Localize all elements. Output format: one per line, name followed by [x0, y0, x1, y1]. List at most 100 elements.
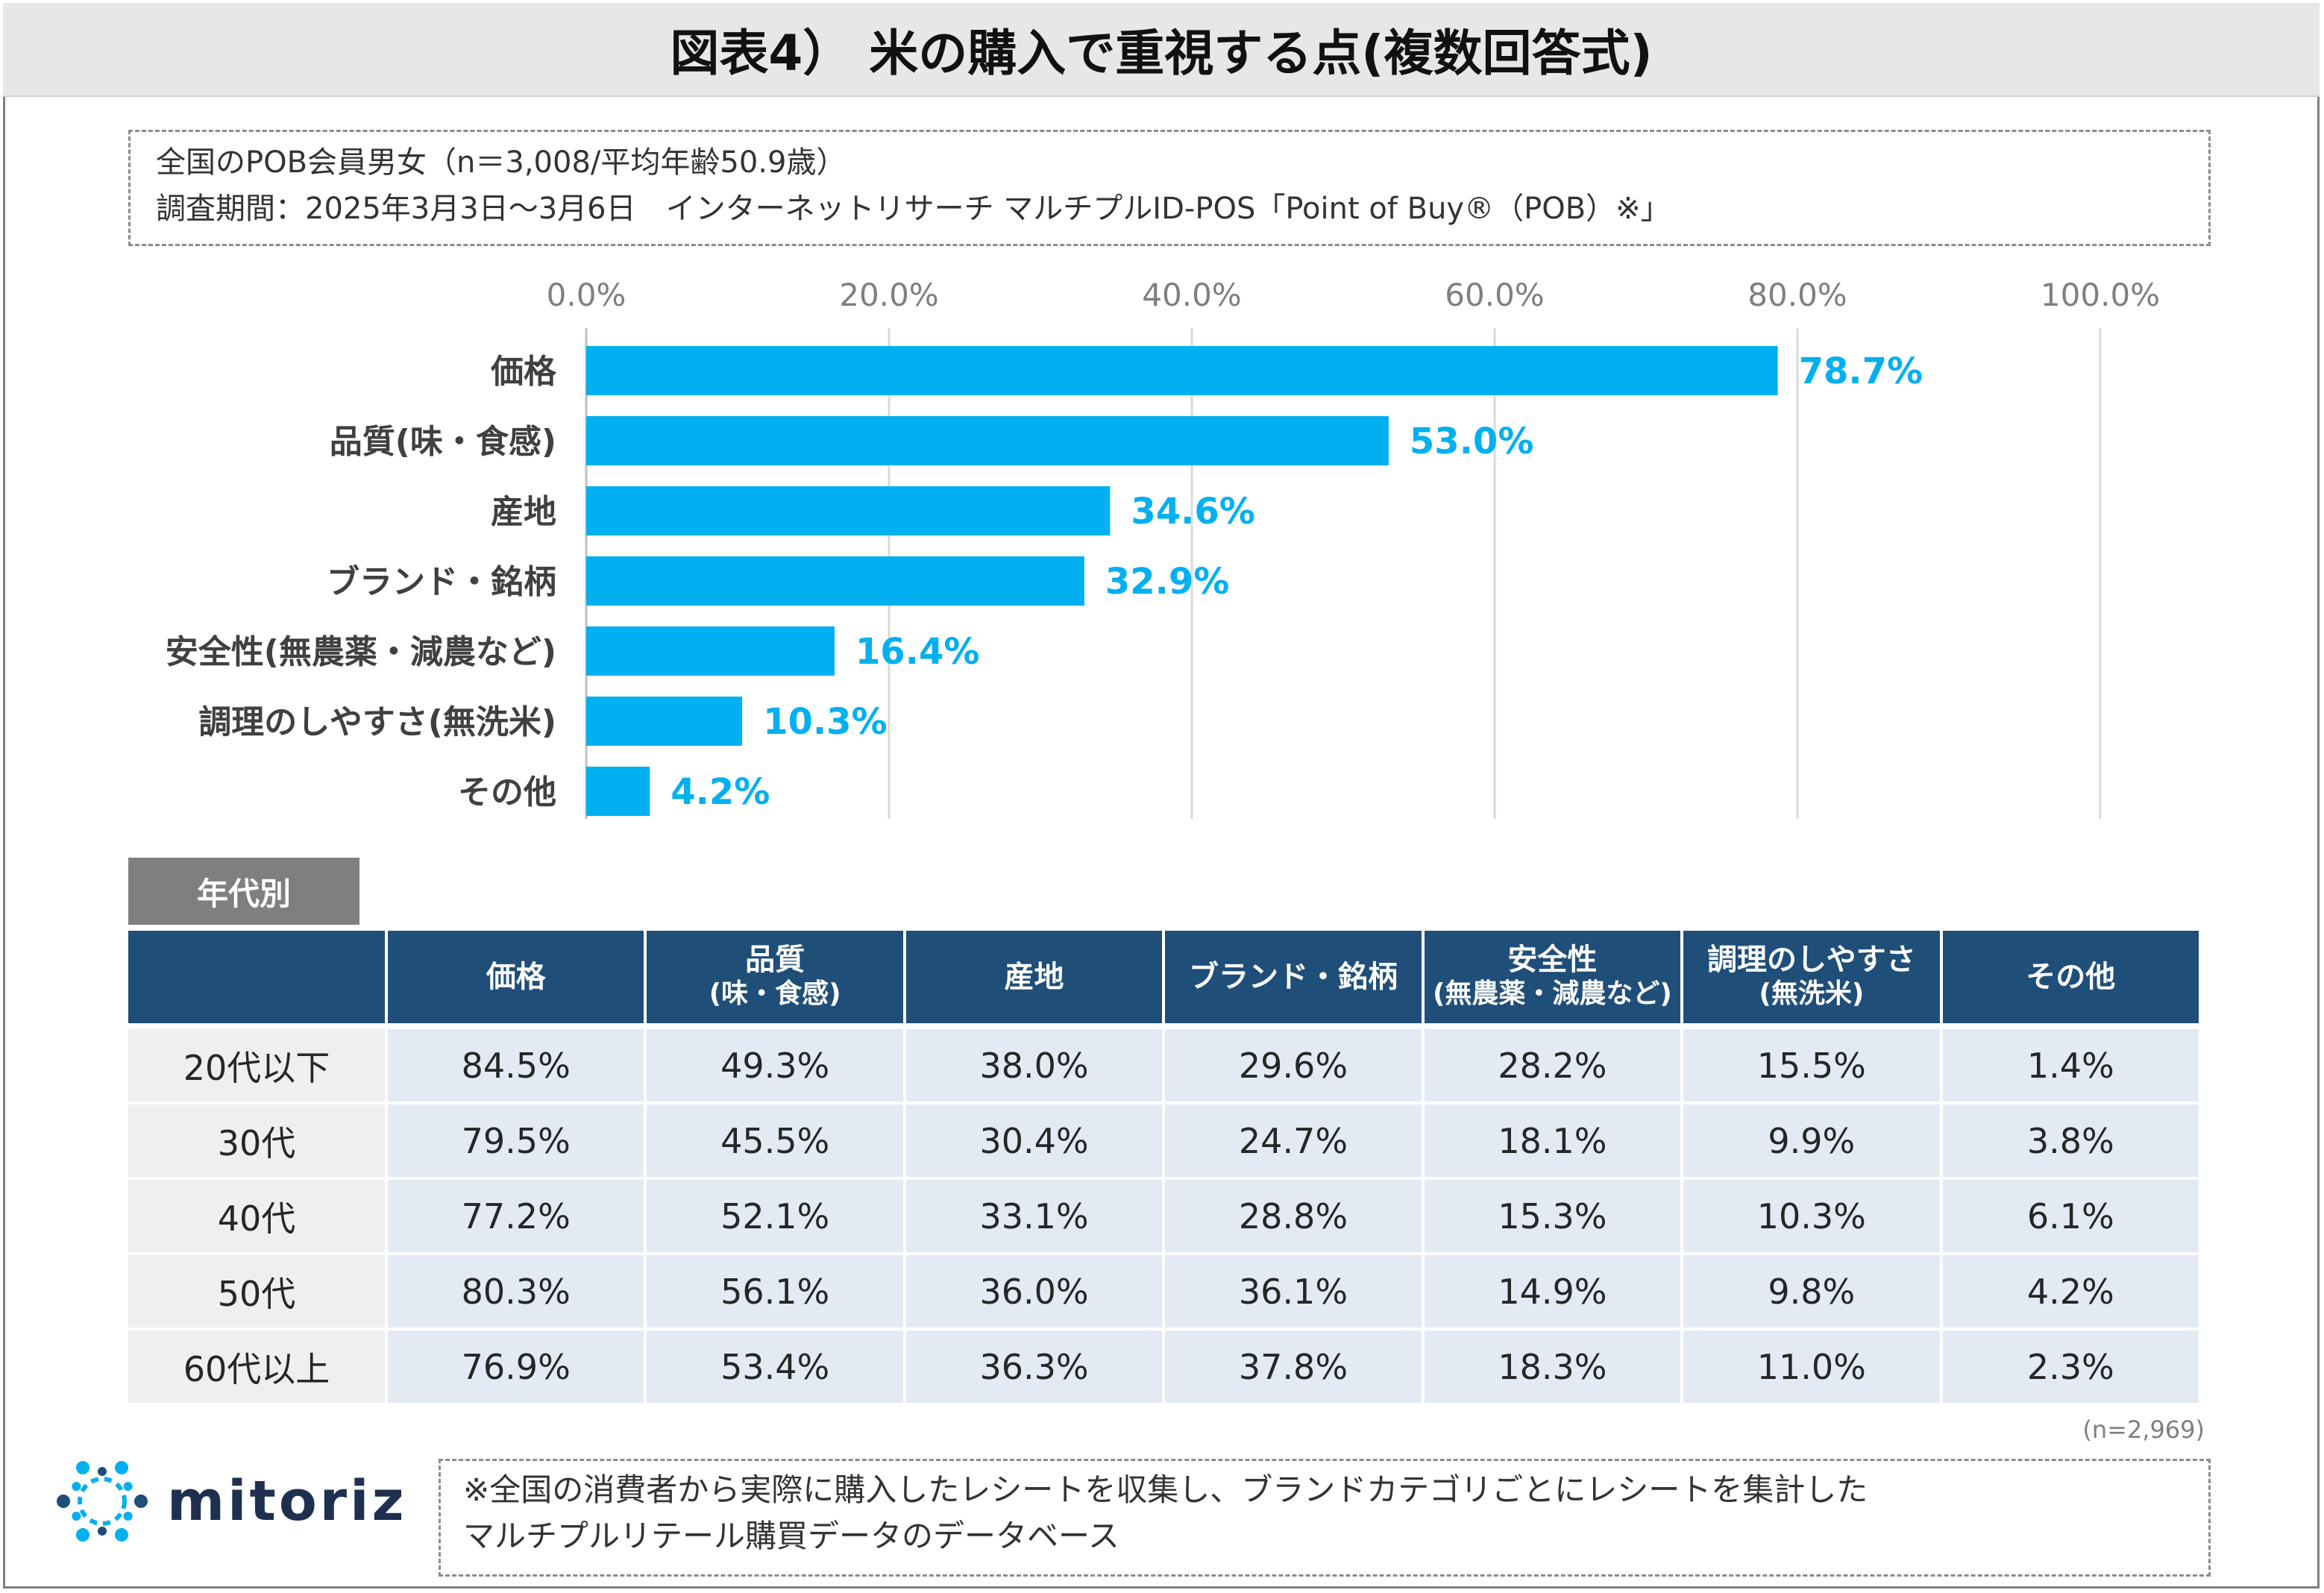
- logo-dot: [72, 1512, 81, 1521]
- table-cell: 38.0%: [905, 1026, 1163, 1102]
- header-text: ブランド・銘柄: [1188, 960, 1398, 994]
- data-label: 78.7%: [1799, 351, 1923, 392]
- logo-dot: [98, 1467, 107, 1476]
- table-cell: 84.5%: [388, 1026, 644, 1102]
- data-label: 10.3%: [763, 701, 888, 743]
- chart-x-axis-ticks: 0.0% 20.0% 40.0% 60.0% 80.0% 100.0%: [547, 277, 2160, 313]
- table-cell: 36.3%: [905, 1328, 1163, 1403]
- logo-dot: [115, 1528, 128, 1542]
- table-cell: 52.1%: [647, 1177, 903, 1252]
- table-cell: 18.1%: [1424, 1102, 1681, 1177]
- x-tick-label: 60.0%: [1445, 277, 1544, 313]
- row-header-cell: 20代以下: [128, 1026, 385, 1102]
- header-text: 品質: [745, 943, 805, 977]
- x-tick-label: 0.0%: [547, 277, 626, 313]
- category-label: 調理のしやすさ(無洗米): [198, 703, 556, 741]
- table-body: 20代以下 84.5% 49.3% 38.0% 29.6% 28.2% 15.5% 1.4% 3…: [128, 1026, 2199, 1403]
- table-cell: 3.8%: [1942, 1102, 2199, 1177]
- header-text: (味・食感): [709, 978, 841, 1009]
- table-row: 30代 79.5% 45.5% 30.4% 24.7% 18.1% 9.9% 3.8%: [128, 1102, 2199, 1177]
- bar: [586, 556, 1084, 606]
- row-header-cell: 60代以上: [128, 1328, 385, 1403]
- table-header-cell: 品質 (味・食感): [647, 931, 903, 1026]
- table-header-cell: 産地: [905, 931, 1163, 1026]
- table-cell: 9.8%: [1683, 1252, 1940, 1328]
- data-label: 34.6%: [1131, 491, 1255, 532]
- table-cell: 53.4%: [647, 1328, 903, 1403]
- logo-dot: [72, 1482, 81, 1491]
- category-label: 産地: [491, 493, 556, 531]
- table-cell: 30.4%: [905, 1102, 1163, 1177]
- table-cell: 45.5%: [647, 1102, 903, 1177]
- table-cell: 28.2%: [1424, 1026, 1681, 1102]
- header-text: 調理のしやすさ: [1707, 943, 1916, 977]
- data-label: 32.9%: [1105, 561, 1230, 603]
- survey-info-line-1: 全国のPOB会員男女（n＝3,008/平均年齢50.9歳）: [156, 145, 847, 180]
- table-header-corner: [128, 931, 385, 1026]
- header-text: (無農薬・減農など): [1432, 978, 1672, 1009]
- table-cell: 9.9%: [1683, 1102, 1940, 1177]
- header-text: 価格: [486, 960, 546, 994]
- table-cell: 56.1%: [647, 1252, 903, 1328]
- logo-dot: [134, 1495, 148, 1508]
- table-cell: 18.3%: [1424, 1328, 1681, 1403]
- data-label: 16.4%: [855, 631, 980, 673]
- row-header-cell: 50代: [128, 1252, 385, 1328]
- bar: [586, 767, 650, 816]
- table-cell: 10.3%: [1683, 1177, 1940, 1252]
- table-row: 60代以上 76.9% 53.4% 36.3% 37.8% 18.3% 11.0% 2.3%: [128, 1328, 2199, 1403]
- row-header-cell: 30代: [128, 1102, 385, 1177]
- x-tick-label: 80.0%: [1747, 277, 1847, 313]
- logo-dot: [98, 1527, 107, 1536]
- table-cell: 29.6%: [1165, 1026, 1422, 1102]
- logo-dot: [76, 1460, 89, 1474]
- category-label: ブランド・銘柄: [327, 563, 556, 601]
- bar: [586, 416, 1389, 465]
- section-tag-age: 年代別: [128, 858, 359, 925]
- logo-ring: [78, 1477, 127, 1526]
- table-cell: 28.8%: [1165, 1177, 1422, 1252]
- table-header-cell: ブランド・銘柄: [1165, 931, 1422, 1026]
- logo-dot: [76, 1528, 89, 1542]
- table-row: 50代 80.3% 56.1% 36.0% 36.1% 14.9% 9.8% 4.2%: [128, 1252, 2199, 1328]
- table-cell: 14.9%: [1424, 1252, 1681, 1328]
- table-header-cell: その他: [1942, 931, 2199, 1026]
- logo-dot: [123, 1512, 133, 1521]
- bar-chart: 0.0% 20.0% 40.0% 60.0% 80.0% 100.0% 価格品質(味・食感…: [166, 277, 2160, 819]
- table-row: 40代 77.2% 52.1% 33.1% 28.8% 15.3% 10.3% 6.1%: [128, 1177, 2199, 1252]
- chart-data-labels: 78.7% 53.0% 34.6% 32.9% 16.4% 10.3% 4.2%: [670, 351, 1923, 813]
- logo-text: mitoriz: [167, 1469, 407, 1533]
- data-label: 53.0%: [1410, 421, 1534, 462]
- table-cell: 33.1%: [905, 1177, 1163, 1252]
- table-cell: 36.0%: [905, 1252, 1163, 1328]
- bar: [586, 486, 1111, 535]
- section-tag-label: 年代別: [196, 875, 291, 912]
- table-cell: 49.3%: [647, 1026, 903, 1102]
- header-text: (無洗米): [1759, 978, 1865, 1009]
- mitoriz-logo: mitoriz: [54, 1453, 407, 1550]
- page-title: 図表4） 米の購入で重視する点(複数回答式): [3, 3, 2320, 97]
- table-header-cell: 調理のしやすさ (無洗米): [1683, 931, 1940, 1026]
- table-header-row: 価格 品質 (味・食感) 産地 ブランド・銘柄 安全性 (無農薬・減農など) 調理のしやすさ(…: [128, 931, 2199, 1026]
- sun-burst-icon: [57, 1460, 148, 1542]
- header-text: 産地: [1004, 960, 1064, 994]
- page-title-text: 図表4） 米の購入で重視する点(複数回答式): [670, 25, 1653, 82]
- x-tick-label: 20.0%: [839, 277, 938, 313]
- table-header-cell: 安全性 (無農薬・減農など): [1424, 931, 1681, 1026]
- table-cell: 1.4%: [1942, 1026, 2199, 1102]
- row-header-cell: 40代: [128, 1177, 385, 1252]
- category-label: その他: [458, 773, 556, 811]
- table-cell: 80.3%: [388, 1252, 644, 1328]
- logo-dot: [57, 1495, 70, 1508]
- table-cell: 4.2%: [1942, 1252, 2199, 1328]
- data-label: 4.2%: [670, 771, 770, 813]
- table-cell: 37.8%: [1165, 1328, 1422, 1403]
- table-cell: 79.5%: [388, 1102, 644, 1177]
- survey-info-box: 全国のPOB会員男女（n＝3,008/平均年齢50.9歳） 調査期間：2025年…: [128, 130, 2211, 246]
- table-cell: 24.7%: [1165, 1102, 1422, 1177]
- header-text: 安全性: [1507, 943, 1598, 977]
- x-tick-label: 40.0%: [1142, 277, 1241, 313]
- table-cell: 11.0%: [1683, 1328, 1940, 1403]
- chart-bars: [586, 346, 1778, 816]
- age-breakdown-table: 価格 品質 (味・食感) 産地 ブランド・銘柄 安全性 (無農薬・減農など) 調理のしやすさ(…: [125, 931, 2202, 1403]
